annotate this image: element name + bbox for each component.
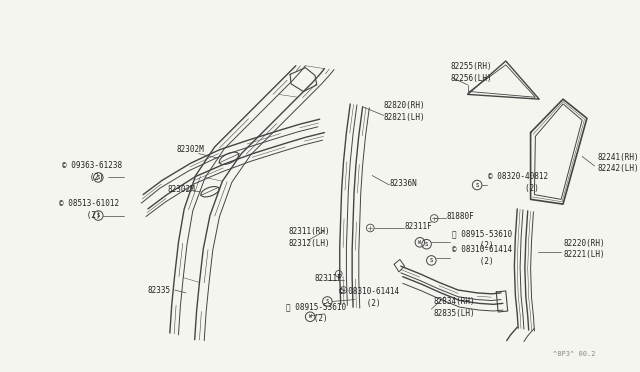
Text: 82336N: 82336N xyxy=(389,179,417,187)
Text: 82255(RH)
82256(LH): 82255(RH) 82256(LH) xyxy=(451,62,492,83)
Text: 82335: 82335 xyxy=(148,286,171,295)
Text: © 09363-61238
      (2): © 09363-61238 (2) xyxy=(62,161,122,182)
Text: S: S xyxy=(326,299,329,304)
Text: S: S xyxy=(97,175,100,180)
Text: 82820(RH)
82821(LH): 82820(RH) 82821(LH) xyxy=(383,101,425,122)
Text: S: S xyxy=(476,183,479,187)
Text: 82311F: 82311F xyxy=(404,222,433,231)
Text: 82311F: 82311F xyxy=(315,274,342,283)
Text: © 08320-40812
        (2): © 08320-40812 (2) xyxy=(488,172,548,193)
Text: ^8P3^ 00.2: ^8P3^ 00.2 xyxy=(554,351,596,357)
Text: 82302M: 82302M xyxy=(177,145,204,154)
Text: 82311(RH)
82312(LH): 82311(RH) 82312(LH) xyxy=(288,227,330,248)
Text: 82241(RH)
82242(LH): 82241(RH) 82242(LH) xyxy=(597,153,639,173)
Text: Ⓦ 08915-53610
      (2): Ⓦ 08915-53610 (2) xyxy=(286,302,346,323)
Text: © 08310-61414
      (2): © 08310-61414 (2) xyxy=(339,287,399,308)
Text: © 08310-61414
      (2): © 08310-61414 (2) xyxy=(452,245,513,266)
Text: 81880F: 81880F xyxy=(447,212,474,221)
Text: 82220(RH)
82221(LH): 82220(RH) 82221(LH) xyxy=(563,238,605,259)
Text: W: W xyxy=(419,240,421,245)
Text: 82834(RH)
82835(LH): 82834(RH) 82835(LH) xyxy=(433,297,475,318)
Text: Ⓦ 08915-53610
      (2): Ⓦ 08915-53610 (2) xyxy=(452,229,513,250)
Text: S: S xyxy=(425,242,428,247)
Text: S: S xyxy=(97,213,100,218)
Text: © 08513-61012
      (2): © 08513-61012 (2) xyxy=(59,199,119,220)
Text: S: S xyxy=(429,258,433,263)
Text: W: W xyxy=(308,314,312,319)
Text: 82302M: 82302M xyxy=(168,185,196,194)
